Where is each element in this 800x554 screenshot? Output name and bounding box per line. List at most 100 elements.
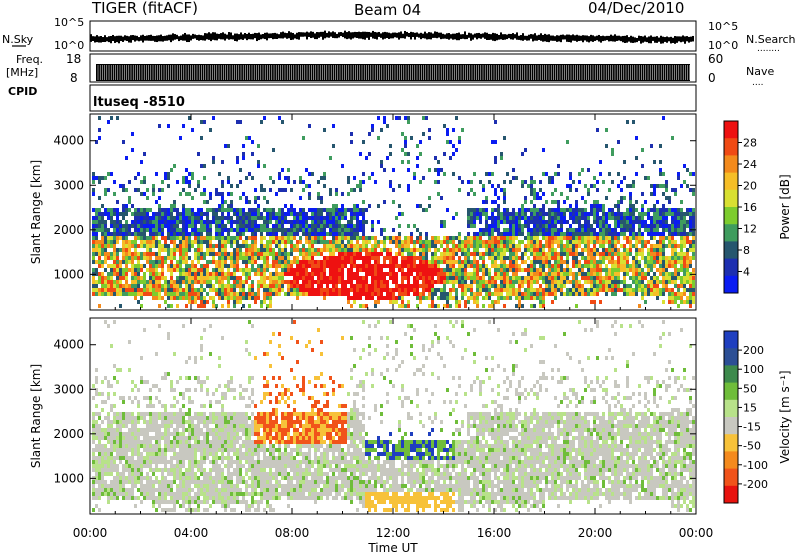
power-cell <box>146 240 149 244</box>
power-cell <box>476 252 479 256</box>
power-cell <box>383 244 386 248</box>
power-cell <box>665 188 668 192</box>
power-cell <box>587 272 590 276</box>
power-cell <box>338 244 341 248</box>
power-cell <box>269 252 272 256</box>
power-cell <box>113 248 116 252</box>
power-cell <box>590 184 593 188</box>
power-cell <box>155 232 158 236</box>
power-cell <box>623 220 626 224</box>
power-cell <box>500 260 503 264</box>
power-cell <box>218 224 221 228</box>
power-cell <box>674 248 677 252</box>
power-cell <box>539 228 542 232</box>
power-cell <box>671 280 674 284</box>
power-cell <box>674 276 677 280</box>
power-cell <box>587 236 590 240</box>
power-cell <box>407 300 410 304</box>
power-cell <box>605 144 608 148</box>
power-cell <box>299 284 302 288</box>
power-cell <box>344 236 347 240</box>
power-cell <box>155 200 158 204</box>
power-cell <box>452 172 455 176</box>
power-cell <box>281 276 284 280</box>
power-cell <box>668 212 671 216</box>
power-cell <box>389 268 392 272</box>
power-cell <box>536 240 539 244</box>
power-cell <box>521 268 524 272</box>
power-cell <box>230 228 233 232</box>
power-cell <box>386 252 389 256</box>
power-cell <box>266 224 269 228</box>
power-cell <box>134 288 137 292</box>
power-cell <box>335 220 338 224</box>
power-cell <box>143 256 146 260</box>
power-cell <box>236 224 239 228</box>
power-cell <box>602 248 605 252</box>
power-cell <box>236 120 239 124</box>
power-cell <box>110 268 113 272</box>
power-cell <box>140 236 143 240</box>
power-cell <box>269 176 272 180</box>
power-cell <box>239 300 242 304</box>
power-cell <box>467 240 470 244</box>
power-cell <box>236 160 239 164</box>
power-cell <box>284 256 287 260</box>
power-cell <box>176 292 179 296</box>
power-cell <box>632 232 635 236</box>
power-cell <box>356 244 359 248</box>
power-cell <box>221 220 224 224</box>
power-cell <box>182 252 185 256</box>
power-cell <box>203 224 206 228</box>
power-cell <box>473 272 476 276</box>
power-cell <box>269 240 272 244</box>
power-cell <box>605 220 608 224</box>
power-cell <box>179 228 182 232</box>
power-cell <box>296 240 299 244</box>
power-cell <box>608 208 611 212</box>
power-cell <box>386 156 389 160</box>
power-cell <box>221 272 224 276</box>
power-cell <box>323 248 326 252</box>
power-cell <box>329 224 332 228</box>
power-cell <box>572 228 575 232</box>
power-cell <box>233 220 236 224</box>
power-cell <box>185 168 188 172</box>
power-cell <box>644 260 647 264</box>
power-cell <box>332 240 335 244</box>
power-cell <box>293 208 296 212</box>
power-cell <box>344 228 347 232</box>
power-cell <box>203 164 206 168</box>
power-cell <box>305 240 308 244</box>
power-cell <box>452 276 455 280</box>
power-cell <box>137 232 140 236</box>
power-cell <box>239 216 242 220</box>
power-cell <box>254 196 257 200</box>
power-cell <box>302 220 305 224</box>
power-cell <box>548 212 551 216</box>
power-cell <box>602 212 605 216</box>
power-cell <box>131 268 134 272</box>
power-cell <box>479 240 482 244</box>
power-cell <box>92 188 95 192</box>
power-cell <box>275 220 278 224</box>
power-cell <box>128 196 131 200</box>
power-cell <box>146 284 149 288</box>
power-cell <box>542 220 545 224</box>
power-cell <box>599 268 602 272</box>
power-cell <box>323 256 326 260</box>
power-cell <box>524 260 527 264</box>
power-cell <box>356 272 359 276</box>
power-cell <box>431 280 434 284</box>
power-cell <box>290 232 293 236</box>
power-cell <box>569 208 572 212</box>
power-cell <box>308 244 311 248</box>
power-cell <box>653 272 656 276</box>
power-cell <box>509 292 512 296</box>
power-cell <box>266 252 269 256</box>
power-cell <box>215 232 218 236</box>
power-cell <box>368 132 371 136</box>
power-cell <box>95 140 98 144</box>
power-cell <box>290 240 293 244</box>
power-cell <box>677 276 680 280</box>
